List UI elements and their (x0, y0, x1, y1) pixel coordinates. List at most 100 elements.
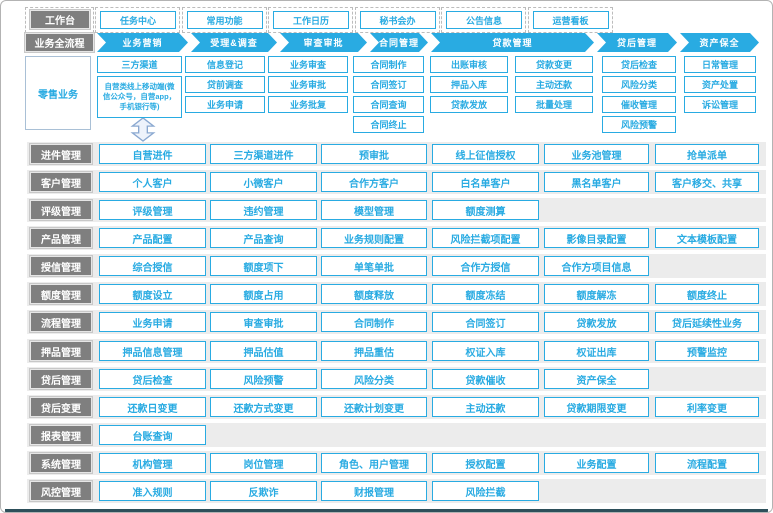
process-step: 业务营销 (97, 33, 188, 52)
up-down-arrow-icon (128, 117, 158, 142)
module-item: 单笔单批 (321, 256, 427, 276)
retail-item: 催收管理 (602, 96, 676, 113)
module-item: 利率变更 (655, 397, 759, 417)
module-item: 押品信息管理 (99, 341, 206, 361)
module-row: 产品管理产品配置产品查询业务规则配置风险拦截项配置影像目录配置文本模板配置 (27, 226, 766, 250)
workbench-item-cell: 公告信息 (441, 7, 526, 33)
module-item: 贷款催收 (432, 369, 539, 389)
retail-item: 贷款发放 (430, 96, 508, 113)
module-item: 额度冻结 (432, 284, 539, 304)
module-row-label: 评级管理 (30, 200, 92, 220)
module-item: 额度项下 (210, 256, 317, 276)
module-row-label: 贷后变更 (30, 397, 92, 417)
module-item: 权证出库 (544, 341, 649, 361)
module-row: 报表管理台账查询 (27, 423, 766, 447)
retail-item: 资产处置 (684, 76, 756, 93)
module-item: 预警监控 (655, 341, 759, 361)
module-row-label: 流程管理 (30, 312, 92, 332)
module-item: 线上征信授权 (432, 144, 539, 164)
module-item: 风险分类 (321, 369, 427, 389)
retail-item: 合同终止 (353, 116, 424, 133)
retail-item: 合同签订 (353, 76, 424, 93)
module-item: 综合授信 (99, 256, 206, 276)
module-item: 押品估值 (210, 341, 317, 361)
module-item: 黑名单客户 (544, 172, 649, 192)
workbench-item-cell: 常用功能 (182, 7, 267, 33)
module-row-label: 报表管理 (30, 425, 92, 445)
module-item: 机构管理 (99, 453, 206, 473)
module-item: 合作方项目信息 (544, 256, 649, 276)
module-item: 台账查询 (99, 425, 206, 445)
module-item: 预审批 (321, 144, 427, 164)
retail-item: 业务批复 (268, 96, 348, 113)
module-item: 违约管理 (210, 200, 317, 220)
module-row: 系统管理机构管理岗位管理角色、用户管理授权配置业务配置流程配置 (27, 451, 766, 475)
module-item: 产品配置 (99, 228, 206, 248)
workbench-item: 秘书会办 (360, 11, 436, 29)
module-item: 风险拦截 (432, 481, 539, 501)
module-item: 岗位管理 (210, 453, 317, 473)
module-item: 贷后检查 (99, 369, 206, 389)
workbench-item-cell: 运营看板 (528, 7, 613, 33)
module-row-label: 贷后管理 (30, 369, 92, 389)
module-item: 额度解冻 (544, 284, 649, 304)
retail-item: 风险分类 (602, 76, 676, 93)
module-item: 额度设立 (99, 284, 206, 304)
module-row-label: 押品管理 (30, 341, 92, 361)
module-row: 额度管理额度设立额度占用额度释放额度冻结额度解冻额度终止 (27, 282, 766, 306)
module-item: 抢单派单 (655, 144, 759, 164)
module-row: 评级管理评级管理违约管理模型管理额度测算 (27, 198, 766, 222)
module-row: 贷后变更还款日变更还款方式变更还款计划变更主动还款贷款期限变更利率变更 (27, 395, 766, 419)
module-item: 授权配置 (432, 453, 539, 473)
module-item: 客户移交、共享 (655, 172, 759, 192)
retail-item: 业务审查 (268, 56, 348, 73)
workbench-item-cell: 任务中心 (95, 7, 180, 33)
retail-item: 自营类线上移动端(微信公众号，自营app，手机银行等) (97, 76, 182, 118)
module-item: 合作方授信 (432, 256, 539, 276)
module-row: 贷后管理贷后检查风险预警风险分类贷款催收资产保全 (27, 367, 766, 391)
module-item: 额度终止 (655, 284, 759, 304)
module-item: 产品查询 (210, 228, 317, 248)
module-item: 还款方式变更 (210, 397, 317, 417)
module-item: 业务配置 (544, 453, 649, 473)
module-item: 反欺诈 (210, 481, 317, 501)
module-item: 审查审批 (210, 312, 317, 332)
retail-item: 押品入库 (430, 76, 508, 93)
workbench-item-cell: 秘书会办 (355, 7, 440, 33)
retail-item: 业务申请 (185, 96, 265, 113)
module-item: 自营进件 (99, 144, 206, 164)
module-item: 额度测算 (432, 200, 539, 220)
workbench-item: 常用功能 (187, 11, 263, 29)
module-item: 模型管理 (321, 200, 427, 220)
module-item: 合同签订 (432, 312, 539, 332)
workbench-item: 工作日历 (273, 11, 349, 29)
module-item: 额度占用 (210, 284, 317, 304)
process-step: 受理&调查 (191, 33, 277, 52)
module-row: 风控管理准入规则反欺诈财报管理风险拦截 (27, 479, 766, 503)
retail-item: 三方渠道 (97, 56, 182, 73)
retail-item: 出账审核 (430, 56, 508, 73)
top-section: 工作台 业务全流程 零售业务 任务中心常用功能工作日历秘书会办公告信息运营看板业… (1, 1, 773, 137)
retail-item: 业务审批 (268, 76, 348, 93)
module-item: 个人客户 (99, 172, 206, 192)
retail-item: 风险预警 (602, 116, 676, 133)
module-row-label: 系统管理 (30, 453, 92, 473)
module-item: 风险预警 (210, 369, 317, 389)
module-item: 权证入库 (432, 341, 539, 361)
module-row-label: 风控管理 (30, 481, 92, 501)
retail-item: 批量处理 (515, 96, 593, 113)
workbench-item: 公告信息 (446, 11, 522, 29)
module-item: 角色、用户管理 (321, 453, 427, 473)
module-item: 准入规则 (99, 481, 206, 501)
process-step: 审查审批 (280, 33, 367, 52)
module-item: 合作方客户 (321, 172, 427, 192)
module-item: 还款日变更 (99, 397, 206, 417)
module-item: 还款计划变更 (321, 397, 427, 417)
module-row: 客户管理个人客户小微客户合作方客户白名单客户黑名单客户客户移交、共享 (27, 170, 766, 194)
module-item: 业务池管理 (544, 144, 649, 164)
process-label: 业务全流程 (25, 33, 94, 52)
module-row-label: 客户管理 (30, 172, 92, 192)
module-item: 主动还款 (432, 397, 539, 417)
module-item: 流程配置 (655, 453, 759, 473)
module-row-label: 产品管理 (30, 228, 92, 248)
